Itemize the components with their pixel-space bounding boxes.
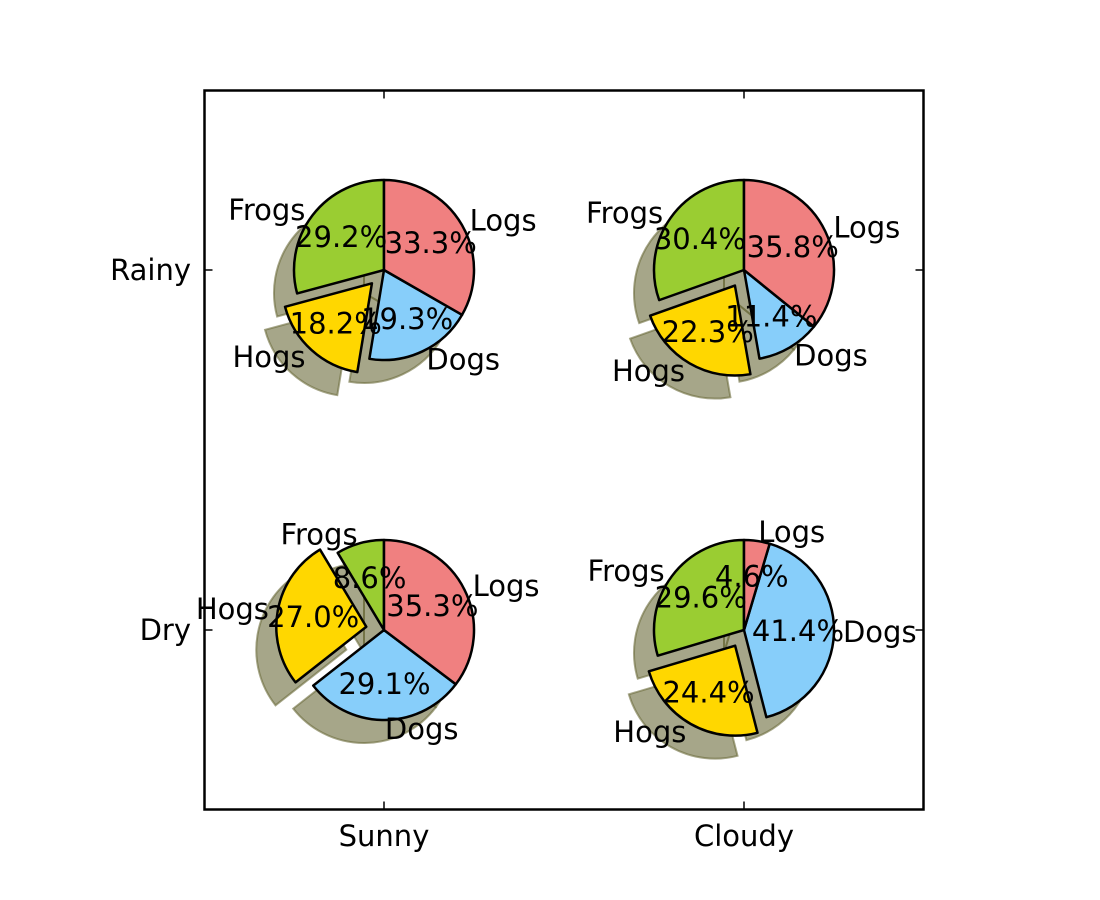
pie-dry-sunny: Frogs Hogs Dogs Logs 8.6% 27.0% 29.1% 35.3%: [196, 518, 540, 746]
wedge-logs-dry-cloudy: [742, 538, 771, 632]
pct-dogs-dry-cloudy: 41.4%: [752, 614, 844, 648]
xtick-label-cloudy: Cloudy: [694, 819, 794, 853]
wedge-frogs-rainy-cloudy: [652, 178, 746, 302]
pct-logs-rainy-cloudy: 35.8%: [747, 230, 839, 264]
pct-logs-dry-sunny: 35.3%: [386, 589, 478, 623]
label-logs-rainy-sunny: Logs: [470, 203, 537, 237]
label-frogs-rainy-sunny: Frogs: [228, 193, 305, 227]
label-frogs-dry-sunny: Frogs: [280, 518, 357, 552]
pie-rainy-sunny: Frogs Hogs Dogs Logs 29.2% 18.2%19.3% 33.3%: [228, 178, 537, 397]
pie-dry-cloudy: Frogs Hogs Dogs Logs 29.6% 24.4% 41.4% 4.6%: [588, 515, 917, 760]
wedge-dogs-dry-cloudy: [742, 542, 836, 719]
pct-frogs-rainy-cloudy: 30.4%: [654, 222, 746, 256]
label-hogs-rainy-sunny: Hogs: [232, 340, 305, 374]
wedge-dogs-dry-sunny: [311, 628, 458, 722]
label-dogs-dry-sunny: Dogs: [385, 712, 459, 746]
pct-dogs-dry-sunny: 29.1%: [338, 667, 430, 701]
ytick-label-dry: Dry: [140, 613, 191, 647]
label-hogs-dry-sunny: Hogs: [196, 592, 269, 626]
pct-frogs-rainy-sunny: 29.2%: [295, 220, 387, 254]
pct-frogs-dry-sunny: 8.6%: [333, 561, 407, 595]
pct-hogs-rainy-sunny: 18.2%: [290, 306, 382, 340]
wedge-logs-dry-sunny: [382, 538, 476, 686]
pct-dogs-rainy-sunny: 19.3%: [361, 302, 453, 336]
pct-hogs-dry-cloudy: 24.4%: [662, 676, 754, 710]
xtick-label-sunny: Sunny: [339, 819, 430, 853]
pie-rainy-cloudy: Frogs Hogs Dogs Logs 30.4% 22.3%11.4% 35.8%: [586, 178, 900, 400]
label-dogs-dry-cloudy: Dogs: [843, 615, 917, 649]
pct-hogs-dry-sunny: 27.0%: [267, 600, 359, 634]
label-logs-rainy-cloudy: Logs: [833, 210, 900, 244]
label-frogs-dry-cloudy: Frogs: [588, 554, 665, 588]
wedge-logs-rainy-sunny: [382, 178, 476, 317]
wedge-dogs-rainy-sunny: [368, 268, 464, 362]
label-logs-dry-cloudy: Logs: [758, 515, 825, 549]
axes-frame: [203, 89, 925, 811]
pct-dogs-rainy-cloudy: 11.4%: [725, 300, 817, 334]
wedge-hogs-dry-cloudy: [647, 644, 759, 737]
label-logs-dry-sunny: Logs: [473, 569, 540, 603]
wedge-frogs-dry-cloudy: [652, 538, 746, 657]
wedge-hogs-rainy-sunny: [283, 282, 374, 374]
pct-hogs-rainy-cloudy: 22.3%: [662, 315, 754, 349]
wedge-logs-rainy-cloudy: [742, 178, 836, 328]
pct-logs-rainy-sunny: 33.3%: [385, 226, 477, 260]
label-frogs-rainy-cloudy: Frogs: [586, 196, 663, 230]
pct-logs-dry-cloudy: 4.6%: [715, 560, 789, 594]
label-hogs-rainy-cloudy: Hogs: [612, 354, 685, 388]
wedge-hogs-rainy-cloudy: [648, 284, 752, 377]
ytick-label-rainy: Rainy: [110, 253, 191, 287]
ticks-layer: Sunny Cloudy Rainy Dry: [110, 90, 924, 853]
pct-frogs-dry-cloudy: 29.6%: [655, 581, 747, 615]
wedge-frogs-rainy-sunny: [292, 178, 386, 295]
label-dogs-rainy-sunny: Dogs: [426, 342, 500, 376]
label-hogs-dry-cloudy: Hogs: [613, 715, 686, 749]
wedge-hogs-dry-sunny: [275, 548, 368, 684]
label-dogs-rainy-cloudy: Dogs: [794, 338, 868, 372]
